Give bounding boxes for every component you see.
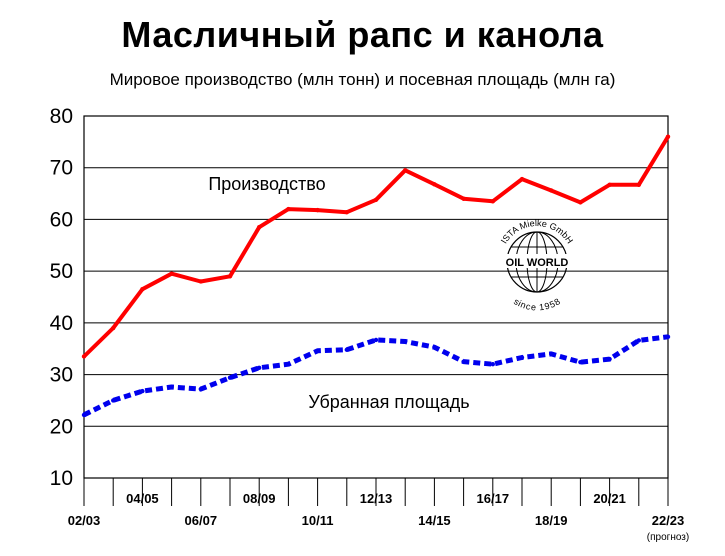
- data-point: [461, 359, 466, 364]
- harvested-area-line: [82, 334, 669, 418]
- y-tick-label: 60: [50, 208, 73, 231]
- data-point: [578, 359, 583, 365]
- data-point: [607, 182, 612, 187]
- x-tick-label: 20/21: [593, 491, 626, 506]
- data-point: [636, 338, 641, 343]
- data-point: [432, 182, 437, 187]
- data-point: [578, 200, 583, 205]
- data-point: [140, 287, 145, 292]
- plot-frame: [83, 115, 669, 479]
- data-point: [315, 207, 320, 213]
- series-label-production: Производство: [208, 174, 325, 194]
- data-point: [198, 279, 203, 284]
- y-tick-label: 20: [50, 415, 73, 438]
- data-point: [519, 355, 525, 360]
- x-tick-label: 16/17: [477, 491, 510, 506]
- data-point: [519, 176, 525, 182]
- y-tick-label: 50: [50, 260, 73, 283]
- production-line: [82, 135, 670, 358]
- series-label-harvested-area: Убранная площадь: [308, 392, 469, 412]
- y-tick-label: 80: [50, 105, 73, 128]
- y-tick-label: 70: [50, 157, 73, 180]
- x-tick-label: 22/23: [652, 513, 685, 528]
- x-tick-label: 02/03: [68, 513, 101, 528]
- data-point: [373, 197, 379, 202]
- data-point: [665, 134, 671, 139]
- gridlines: [84, 167, 668, 427]
- x-tick-label: 14/15: [418, 513, 451, 528]
- data-point: [227, 375, 233, 380]
- data-point: [344, 209, 349, 215]
- x-tick-label: 18/19: [535, 513, 568, 528]
- data-point: [315, 348, 320, 353]
- data-point: [344, 347, 349, 352]
- data-point: [636, 182, 641, 187]
- forecast-note: (прогноз): [647, 532, 689, 543]
- x-axis-labels: 04/05 08/09 12/13 16/17 20/21 02/03 06/07 10/11…: [68, 478, 689, 543]
- x-tick-label: 08/09: [243, 491, 276, 506]
- data-point: [111, 398, 116, 403]
- data-point: [286, 206, 291, 212]
- y-tick-label: 30: [50, 364, 73, 387]
- series-lines: Производство Убранная площадь: [81, 134, 671, 418]
- data-point: [227, 274, 233, 279]
- data-point: [169, 271, 174, 276]
- y-axis-labels: 10 20 30 40 50 60 70 80: [50, 105, 73, 490]
- chart-title: Масличный рапс и канола: [121, 14, 604, 55]
- data-point: [549, 188, 554, 193]
- data-point: [549, 351, 554, 357]
- data-point: [432, 344, 437, 350]
- data-point: [490, 199, 495, 204]
- data-point: [403, 168, 408, 173]
- data-point: [111, 325, 116, 331]
- data-point: [286, 362, 291, 367]
- y-tick-label: 40: [50, 312, 73, 335]
- x-tick-label: 04/05: [126, 491, 159, 506]
- data-point: [403, 339, 408, 344]
- data-point: [81, 412, 87, 418]
- data-point: [169, 384, 174, 390]
- data-point: [607, 356, 612, 362]
- data-point: [257, 365, 262, 371]
- logo-bottom-text: since 1958: [512, 296, 562, 312]
- chart-subtitle: Мировое производство (млн тонн) и посевн…: [109, 70, 616, 89]
- data-point: [373, 337, 379, 343]
- y-tick-label: 10: [50, 467, 73, 490]
- logo-center-text: OIL WORLD: [506, 257, 569, 269]
- oil-world-logo: ISTA Mielke GmbH OIL WORLD since 1958: [499, 218, 575, 313]
- x-tick-label: 06/07: [185, 513, 218, 528]
- data-point: [490, 362, 495, 367]
- data-point: [257, 224, 262, 230]
- data-point: [140, 388, 145, 394]
- data-point: [665, 334, 671, 340]
- x-tick-label: 12/13: [360, 491, 393, 506]
- data-point: [81, 354, 87, 359]
- data-point: [198, 386, 203, 392]
- x-tick-label: 10/11: [302, 513, 334, 528]
- data-point: [461, 196, 466, 201]
